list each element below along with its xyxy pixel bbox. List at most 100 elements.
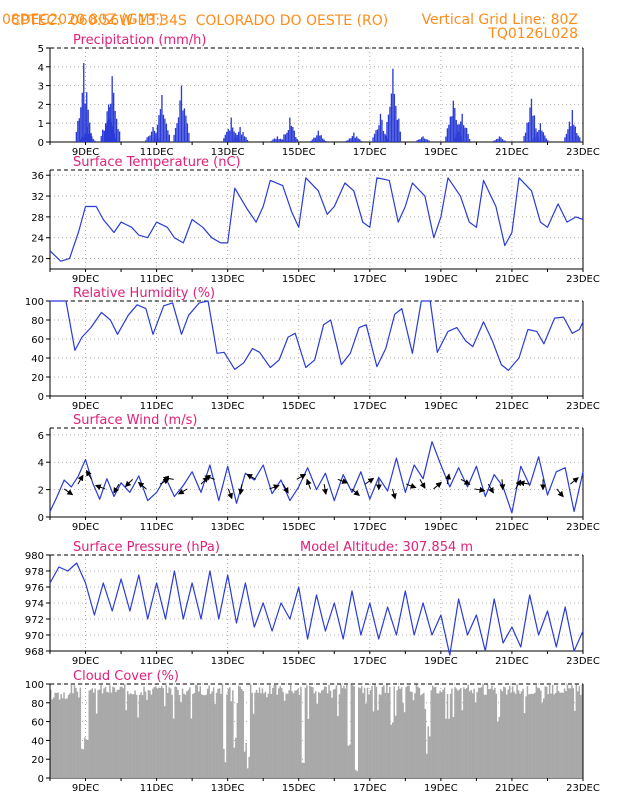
precip-bar [322,138,324,142]
precip-bar [290,125,292,142]
panel-3: 0 20 40 60 80 100 9DEC 11DEC 13DEC 15DEC 17DEC 19DE… [25,286,600,412]
precip-bar [494,140,496,142]
y-tick-label: 20 [31,755,44,766]
precip-bar [576,132,578,142]
precip-bar [155,133,157,142]
precip-bar [446,128,449,142]
y-tick-label: 980 [25,551,44,562]
wind-arrow [137,481,147,490]
precip-bar [500,137,502,142]
precip-bar [317,130,319,142]
precip-bar [325,140,327,142]
precip-bar [77,120,79,142]
precip-bar [89,122,91,142]
precip-bar [463,125,465,142]
y-tick-label: 972 [25,615,44,626]
precip-bar [386,121,388,142]
precip-bar [147,136,150,142]
y-tick-label: 60 [31,335,44,346]
precip-bar [376,129,379,142]
precip-bar [455,119,457,142]
precip-bar [243,136,246,142]
wind-arrow [269,484,280,491]
precip-bar [448,124,450,142]
y-tick-label: 80 [31,699,44,710]
precip-bar [115,118,118,142]
wind-arrow [406,483,417,489]
precip-bar [535,136,537,142]
panel-title: Precipitation (mm/h) [73,33,206,48]
precip-bar [234,137,237,142]
precip-bar [526,122,528,142]
wind-arrow [518,480,530,487]
y-tick-label: 4 [38,63,44,74]
precip-bar [425,139,427,142]
precip-bar [162,114,165,142]
precip-bar [422,136,424,142]
x-tick-label: 23DEC [566,522,600,533]
wind-arrow [238,484,245,495]
wind-arrow [113,483,120,494]
x-tick-label: 15DEC [282,522,316,533]
precip-bar [117,129,119,142]
y-tick-label: 0 [38,774,44,785]
precip-bar [270,140,273,142]
precip-bar [186,123,189,142]
precip-bar [541,130,543,142]
precip-bar [359,139,361,142]
x-tick-label: 9DEC [72,522,99,533]
wind-arrow [86,469,93,480]
precip-bar [144,140,147,142]
precip-bar [360,140,362,142]
precip-bar [375,130,377,142]
x-tick-label: 21DEC [495,522,529,533]
precip-bar [393,93,396,142]
panel-6: 0 20 40 60 80 100 9DEC 11DEC 13DEC 15DEC 17DEC 19DE… [25,669,600,794]
precip-bar [357,138,359,142]
wind-arrow [570,477,579,485]
y-tick-label: 0 [38,392,44,403]
precip-bar [497,138,499,142]
y-tick-label: 978 [25,567,44,578]
precip-bar [114,110,116,142]
precip-bar [188,132,190,142]
precip-bar [387,114,390,142]
precip-bar [224,134,226,142]
precip-bar [428,140,430,142]
y-tick-label: 974 [25,599,44,610]
precip-bar [83,134,86,142]
y-tick-label: 5 [38,44,44,55]
precip-bar [153,130,156,142]
x-tick-label: 13DEC [211,783,245,794]
precip-bar [568,121,571,142]
x-tick-label: 13DEC [211,147,245,158]
series-line [50,300,584,371]
precip-bar [345,140,348,142]
precip-bar [454,137,456,142]
precip-bar [80,137,83,142]
y-tick-label: 24 [31,234,44,245]
x-tick-label: 11DEC [140,147,174,158]
x-tick-label: 9DEC [72,656,99,667]
precip-bar [532,115,534,142]
precip-bar [319,135,321,142]
precip-bar [149,135,151,142]
grid-note-label: Vertical Grid Line: 80Z [421,12,578,28]
precip-bar [567,129,569,142]
precip-bar [84,103,86,142]
precip-bar [234,133,237,142]
y-tick-label: 60 [31,718,44,729]
precip-bar [105,125,107,142]
precip-bar [292,126,294,142]
wind-arrow [390,488,397,500]
x-tick-label: 13DEC [211,401,245,412]
precip-bar [538,129,540,142]
precip-bar [233,131,235,142]
precip-bar [395,105,397,142]
precip-bar [501,139,504,142]
precip-bar [348,138,351,142]
precip-bar [158,115,160,142]
precip-bar [539,123,542,142]
precip-bar [464,127,466,142]
precip-bar [399,131,401,142]
